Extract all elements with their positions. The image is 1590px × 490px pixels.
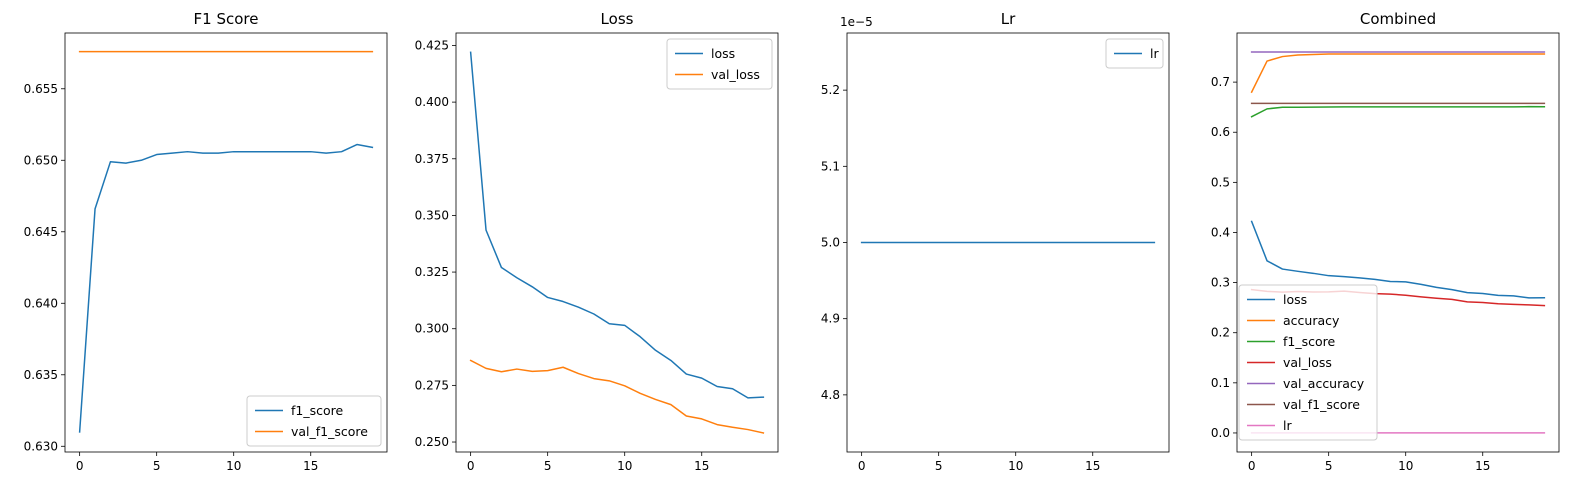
y-tick-label: 0.640 bbox=[24, 296, 58, 310]
series-line-f1-score bbox=[78, 143, 374, 433]
legend-label: val_loss bbox=[711, 67, 760, 82]
series-group bbox=[469, 51, 765, 434]
legend-label: lr bbox=[1150, 46, 1159, 61]
legend-label: loss bbox=[711, 46, 735, 61]
legend-label: lr bbox=[1283, 418, 1292, 433]
y-tick-label: 0.650 bbox=[24, 153, 58, 167]
y-tick-label: 0.5 bbox=[1211, 175, 1230, 189]
legend-label: accuracy bbox=[1283, 313, 1340, 328]
series-line-loss bbox=[1250, 220, 1546, 299]
legend-label: f1_score bbox=[291, 403, 344, 418]
y-tick-label: 4.8 bbox=[821, 388, 840, 402]
y-tick-label: 5.2 bbox=[821, 83, 840, 97]
y-tick-label: 4.9 bbox=[821, 312, 840, 326]
x-tick-label: 15 bbox=[1475, 459, 1490, 473]
series-line-val-loss bbox=[469, 359, 765, 434]
legend-label: val_f1_score bbox=[291, 424, 368, 439]
legend-label: f1_score bbox=[1283, 334, 1336, 349]
y-tick-label: 0.375 bbox=[415, 152, 449, 166]
y-tick-label: 0.300 bbox=[415, 322, 449, 336]
y-offset-label: 1e−5 bbox=[840, 15, 873, 29]
y-tick-label: 5.1 bbox=[821, 159, 840, 173]
x-tick-label: 10 bbox=[1398, 459, 1413, 473]
x-tick-label: 10 bbox=[226, 459, 241, 473]
x-tick-label: 0 bbox=[467, 459, 475, 473]
axes-frame bbox=[455, 32, 779, 453]
y-tick-label: 0.425 bbox=[415, 38, 449, 52]
series-line-accuracy bbox=[1250, 53, 1546, 94]
y-tick-label: 5.0 bbox=[821, 236, 840, 250]
y-tick-label: 0.655 bbox=[24, 82, 58, 96]
y-tick-label: 0.1 bbox=[1211, 376, 1230, 390]
x-tick-label: 15 bbox=[1085, 459, 1100, 473]
y-tick-label: 0.7 bbox=[1211, 75, 1230, 89]
y-tick-label: 0.635 bbox=[24, 368, 58, 382]
y-tick-label: 0.250 bbox=[415, 435, 449, 449]
chart-title: Loss bbox=[601, 10, 634, 28]
legend-label: loss bbox=[1283, 292, 1307, 307]
chart-panel-2: Lr 1e−5 0 5 10 15 4.8 4.9 5.0 5.1 5.2 lr bbox=[821, 10, 1170, 473]
series-line-loss bbox=[469, 51, 765, 399]
series-line-f1-score bbox=[1250, 105, 1546, 118]
y-tick-label: 0.350 bbox=[415, 208, 449, 222]
x-tick-label: 5 bbox=[935, 459, 943, 473]
axes-frame bbox=[1236, 32, 1560, 453]
legend: lr bbox=[1105, 38, 1164, 69]
series-group bbox=[78, 50, 374, 433]
legend-box bbox=[1238, 284, 1378, 441]
legend: loss accuracy f1_score val_loss val_accuracy… bbox=[1238, 284, 1378, 441]
y-tick-label: 0.2 bbox=[1211, 326, 1230, 340]
legend: f1_score val_f1_score bbox=[246, 395, 382, 447]
axes-frame bbox=[64, 32, 388, 453]
y-tick-label: 0.3 bbox=[1211, 276, 1230, 290]
chart-title: F1 Score bbox=[194, 10, 259, 28]
x-tick-label: 10 bbox=[1008, 459, 1023, 473]
y-tick-label: 0.400 bbox=[415, 95, 449, 109]
x-tick-label: 5 bbox=[1325, 459, 1333, 473]
legend-box bbox=[666, 38, 773, 90]
chart-panel-1: Loss 0 5 10 15 0.250 0.275 0.300 0.325 0.350 0.375… bbox=[415, 10, 779, 473]
chart-title: Lr bbox=[1001, 10, 1016, 28]
legend-box bbox=[246, 395, 382, 447]
y-tick-label: 0.6 bbox=[1211, 125, 1230, 139]
y-tick-label: 0.630 bbox=[24, 439, 58, 453]
y-tick-label: 0.275 bbox=[415, 378, 449, 392]
y-tick-label: 0.0 bbox=[1211, 426, 1230, 440]
y-tick-label: 0.4 bbox=[1211, 225, 1230, 239]
axes-frame bbox=[846, 32, 1170, 453]
x-tick-label: 0 bbox=[1248, 459, 1256, 473]
legend-label: val_f1_score bbox=[1283, 397, 1360, 412]
legend: loss val_loss bbox=[666, 38, 773, 90]
x-tick-label: 0 bbox=[76, 459, 84, 473]
legend-label: val_accuracy bbox=[1283, 376, 1365, 391]
chart-panel-0: F1 Score 0 5 10 15 0.630 0.635 0.640 0.645 0.650 0… bbox=[24, 10, 388, 473]
x-tick-label: 0 bbox=[858, 459, 866, 473]
y-tick-label: 0.325 bbox=[415, 265, 449, 279]
x-tick-label: 10 bbox=[617, 459, 632, 473]
x-tick-label: 5 bbox=[153, 459, 161, 473]
chart-panel-3: Combined 0 5 10 15 0.0 0.1 0.2 0.3 0.4 0.5 0.6 0.7 lo… bbox=[1211, 10, 1560, 473]
chart-title: Combined bbox=[1360, 10, 1436, 28]
legend-label: val_loss bbox=[1283, 355, 1332, 370]
x-tick-label: 15 bbox=[694, 459, 709, 473]
x-tick-label: 15 bbox=[303, 459, 318, 473]
x-tick-label: 5 bbox=[544, 459, 552, 473]
y-tick-label: 0.645 bbox=[24, 225, 58, 239]
